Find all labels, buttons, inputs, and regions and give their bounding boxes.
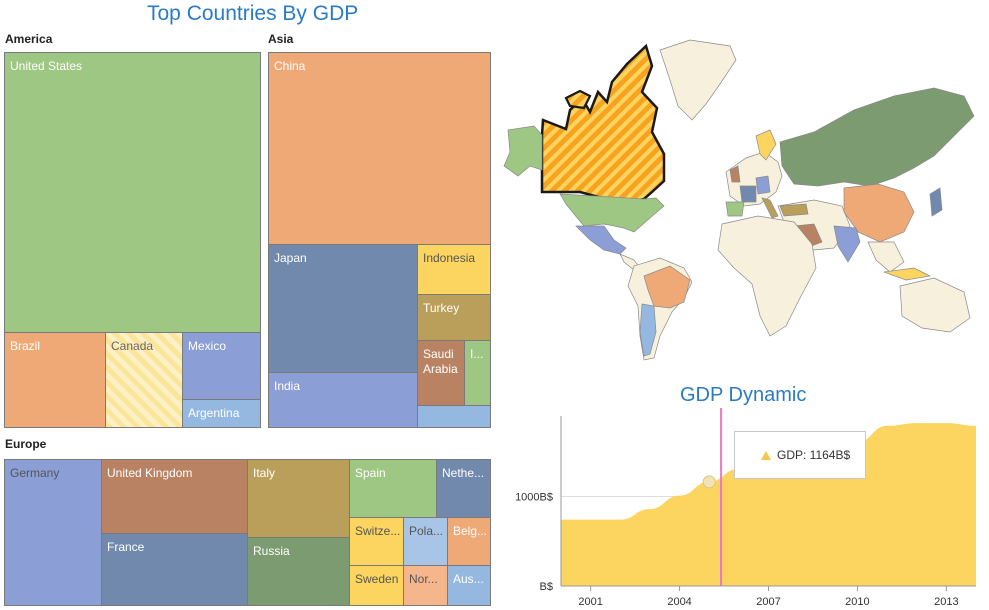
chart-tooltip: GDP: 1164B$ [734, 431, 866, 479]
tile-germany[interactable]: Germany [4, 459, 102, 606]
tile-united-states[interactable]: United States [4, 52, 261, 333]
map-italy[interactable] [761, 197, 779, 219]
tile-saudi-arabia[interactable]: Saudi Arabia [417, 340, 465, 406]
map-germany[interactable] [755, 175, 771, 195]
gdp-area-series[interactable] [561, 423, 976, 586]
map-turkey[interactable] [779, 203, 809, 217]
tile-argentina[interactable]: Argentina [182, 399, 261, 428]
map-japan[interactable] [929, 187, 943, 217]
tile-belgium[interactable]: Belg... [447, 517, 491, 566]
map-united-states[interactable] [559, 193, 665, 233]
map-australia[interactable] [899, 277, 971, 333]
tile-switzerland[interactable]: Switze... [349, 517, 404, 566]
data-point-marker[interactable] [702, 475, 716, 489]
line-chart-title: GDP Dynamic [680, 384, 807, 406]
group-title-america: America [5, 32, 53, 46]
tile-spain[interactable]: Spain [349, 459, 437, 518]
group-title-europe: Europe [5, 437, 47, 451]
tile-canada[interactable]: Canada [105, 332, 183, 428]
world-map[interactable] [494, 36, 989, 371]
map-southeast-asia[interactable] [867, 241, 905, 273]
map-africa[interactable] [717, 215, 817, 337]
map-india[interactable] [833, 225, 861, 263]
tile-russia[interactable]: Russia [247, 537, 350, 606]
tooltip-series-icon [761, 450, 771, 460]
map-canada-island[interactable] [564, 89, 592, 110]
map-alaska[interactable] [503, 125, 543, 177]
gdp-line-chart[interactable]: B$ 1000B$ 2001 2004 2007 2010 2013 [500, 408, 989, 610]
tile-indonesia[interactable]: Indonesia [417, 244, 491, 295]
tile-china[interactable]: China [268, 52, 491, 245]
tile-asia-other[interactable] [417, 405, 491, 428]
x-tick-label: 2010 [845, 596, 869, 608]
map-scandinavia[interactable] [755, 129, 777, 161]
group-title-asia: Asia [268, 32, 294, 46]
tile-united-kingdom[interactable]: United Kingdom [101, 459, 248, 534]
map-china[interactable] [843, 183, 915, 243]
tile-sweden[interactable]: Sweden [349, 565, 404, 606]
tile-mexico[interactable]: Mexico [182, 332, 261, 400]
map-spain[interactable] [725, 201, 745, 217]
tile-japan[interactable]: Japan [268, 244, 418, 373]
y-tick-label: 1000B$ [515, 492, 553, 504]
map-russia[interactable] [779, 87, 975, 187]
y-tick-label: B$ [540, 581, 553, 593]
map-france[interactable] [739, 185, 757, 203]
map-greenland[interactable] [659, 39, 737, 121]
map-brazil[interactable] [643, 265, 691, 309]
x-tick-label: 2007 [756, 596, 780, 608]
tile-poland[interactable]: Pola... [403, 517, 448, 566]
map-indonesia[interactable] [883, 267, 932, 281]
map-uk[interactable] [729, 165, 741, 183]
tile-austria[interactable]: Aus... [447, 565, 491, 606]
tile-netherlands[interactable]: Nethe... [436, 459, 491, 518]
tooltip-text: GDP: 1164B$ [777, 448, 851, 462]
tile-india[interactable]: India [268, 372, 418, 428]
tile-norway[interactable]: Nor... [403, 565, 448, 606]
tile-brazil[interactable]: Brazil [4, 332, 106, 428]
map-canada[interactable] [540, 43, 666, 204]
map-mexico[interactable] [575, 225, 627, 255]
tile-asia-small[interactable]: I... [464, 340, 491, 406]
treemap-title: Top Countries By GDP [147, 2, 359, 25]
x-tick-label: 2001 [578, 596, 602, 608]
tile-france[interactable]: France [101, 533, 248, 606]
tile-turkey[interactable]: Turkey [417, 294, 491, 341]
x-tick-label: 2004 [667, 596, 691, 608]
map-argentina[interactable] [639, 303, 657, 357]
tile-italy[interactable]: Italy [247, 459, 350, 538]
x-tick-label: 2013 [934, 596, 958, 608]
